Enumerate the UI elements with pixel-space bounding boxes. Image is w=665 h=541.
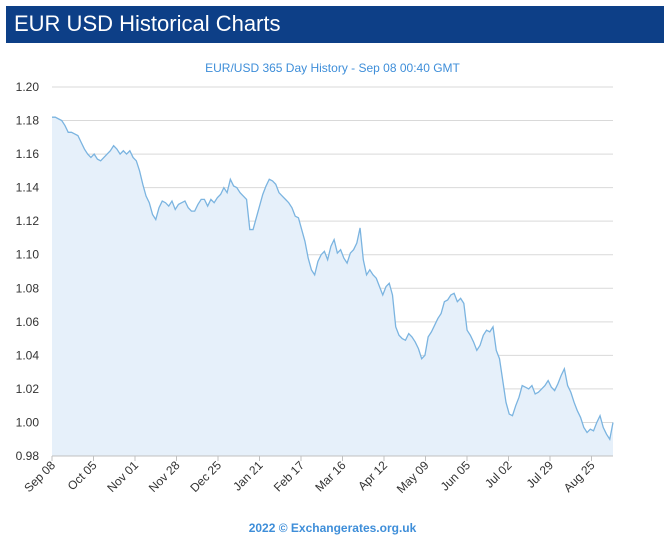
y-tick-label: 1.14 <box>16 181 40 195</box>
chart-x-ticks: Sep 08 Oct 05 Nov 01 Nov 28 Dec 25 Jan 21 Feb … <box>21 456 598 496</box>
y-tick-label: 1.04 <box>16 348 40 362</box>
x-tick-label: Apr 12 <box>355 458 390 493</box>
x-tick-label: Aug 25 <box>561 458 598 495</box>
x-tick-label: Dec 25 <box>187 458 224 495</box>
page-header: EUR USD Historical Charts <box>6 6 664 43</box>
y-tick-label: 1.20 <box>16 80 40 94</box>
chart-series-line <box>52 116 614 441</box>
chart-footer-credit: 2022 © Exchangerates.org.uk <box>248 521 417 535</box>
y-tick-label: 1.06 <box>16 315 40 329</box>
x-tick-label: Jul 02 <box>482 458 515 491</box>
x-tick-label: Sep 08 <box>21 458 58 495</box>
y-tick-label: 1.10 <box>16 248 40 262</box>
x-tick-label: Oct 05 <box>65 458 100 493</box>
y-tick-label: 0.98 <box>16 449 40 463</box>
x-tick-label: Jul 29 <box>524 458 557 491</box>
chart-title: EUR/USD 365 Day History - Sep 08 00:40 G… <box>205 61 460 75</box>
x-tick-label: Nov 28 <box>146 458 183 495</box>
chart-area-fill <box>52 117 613 456</box>
x-tick-label: Mar 16 <box>312 458 349 495</box>
x-tick-label: Jun 05 <box>438 458 474 494</box>
y-tick-label: 1.08 <box>16 281 40 295</box>
x-tick-label: Feb 17 <box>271 458 308 495</box>
page-title: EUR USD Historical Charts <box>14 11 281 36</box>
x-tick-label: Jan 21 <box>230 458 266 494</box>
y-tick-label: 1.16 <box>16 147 40 161</box>
y-tick-label: 1.00 <box>16 415 40 429</box>
y-tick-label: 1.02 <box>16 382 40 396</box>
y-tick-label: 1.18 <box>16 114 40 128</box>
x-tick-label: May 09 <box>394 458 432 496</box>
x-tick-label: Nov 01 <box>104 458 141 495</box>
y-tick-label: 1.12 <box>16 214 40 228</box>
chart-y-ticks: 0.98 1.00 1.02 1.04 1.06 1.08 1.10 1.12 1.14 1.16… <box>16 80 40 463</box>
